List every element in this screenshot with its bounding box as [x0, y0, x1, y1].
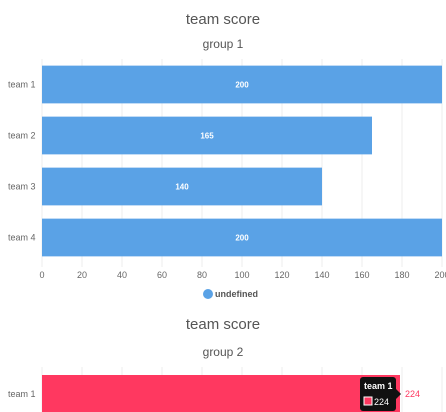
category-label: team 3 — [8, 182, 36, 192]
category-label: team 2 — [8, 131, 36, 141]
tick-label: 80 — [197, 270, 207, 280]
category-labels: team 1 team 2 team 3 team 4 — [8, 80, 36, 243]
data-label: 224 — [405, 389, 420, 399]
tick-label: 100 — [234, 270, 249, 280]
data-label: 200 — [235, 234, 249, 243]
legend-swatch — [203, 289, 213, 299]
chart-subtitle: group 1 — [203, 37, 244, 51]
chart-title: team score — [186, 11, 260, 28]
tooltip: team 1 224 — [360, 377, 401, 411]
tooltip-value: 224 — [374, 397, 389, 407]
tick-label: 200 — [434, 270, 446, 280]
bar[interactable] — [42, 218, 442, 257]
tooltip-title: team 1 — [364, 381, 393, 391]
chart-title: team score — [186, 316, 260, 333]
bar[interactable] — [42, 65, 442, 104]
tick-label: 160 — [354, 270, 369, 280]
category-label: team 1 — [8, 389, 36, 399]
tick-label: 120 — [274, 270, 289, 280]
bar[interactable] — [42, 167, 322, 206]
category-label: team 4 — [8, 233, 36, 243]
category-labels: team 1 — [8, 389, 36, 399]
tick-label: 60 — [157, 270, 167, 280]
bars: 200 165 140 200 — [42, 65, 442, 257]
chart-group-2: team score group 2 224 team 1 team 1 224 — [8, 316, 443, 412]
data-label: 140 — [175, 183, 189, 192]
category-label: team 1 — [8, 80, 36, 90]
tick-label: 40 — [117, 270, 127, 280]
tick-label: 180 — [394, 270, 409, 280]
data-label: 200 — [235, 81, 249, 90]
tick-label: 0 — [39, 270, 44, 280]
tick-label: 140 — [314, 270, 329, 280]
tooltip-swatch — [363, 396, 373, 406]
data-label: 165 — [200, 132, 214, 141]
bar[interactable] — [42, 375, 400, 412]
x-axis-ticks: 0 20 40 60 80 100 120 140 160 180 200 — [39, 270, 446, 280]
legend[interactable]: undefined — [203, 289, 258, 299]
chart-subtitle: group 2 — [203, 345, 244, 359]
bars: 224 — [42, 375, 420, 412]
tick-label: 20 — [77, 270, 87, 280]
legend-label: undefined — [215, 289, 258, 299]
bar[interactable] — [42, 116, 372, 155]
tooltip-arrow — [396, 389, 401, 399]
